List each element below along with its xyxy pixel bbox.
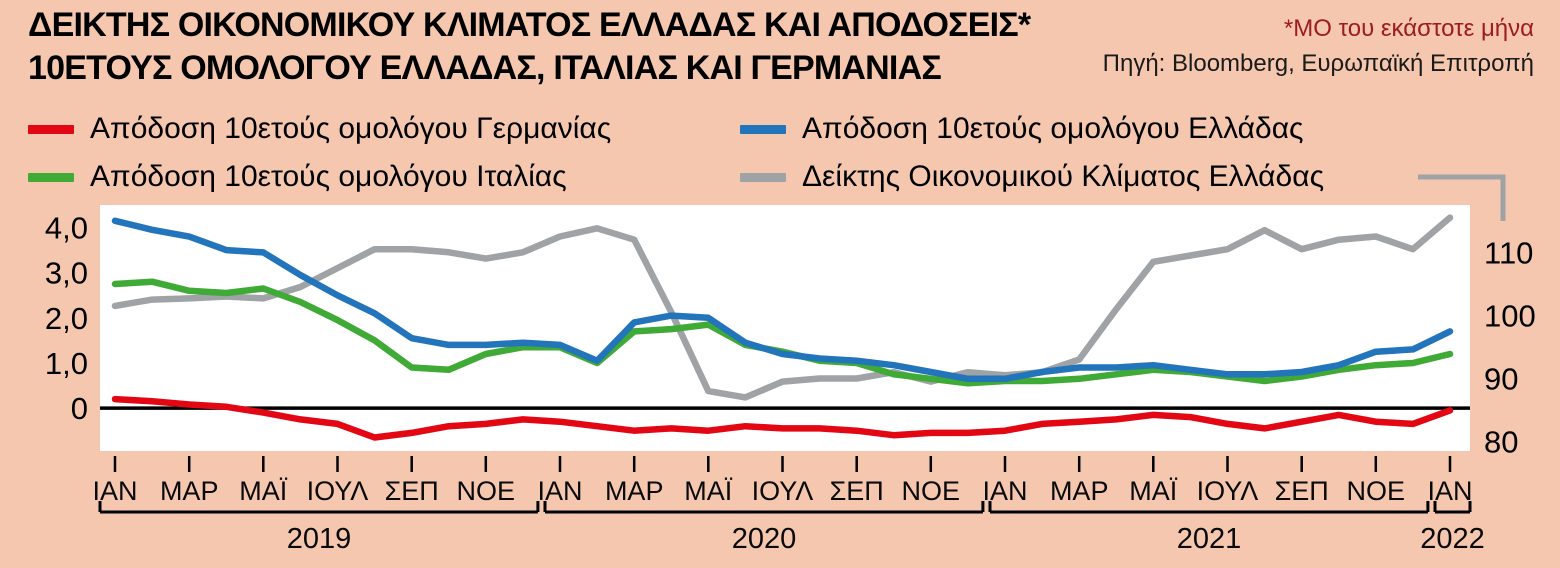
legend: Απόδοση 10ετούς ομολόγου Γερμανίας Απόδο… bbox=[28, 112, 1538, 204]
plot-area bbox=[100, 205, 1470, 451]
x-axis-month-label: ΣΕΠ bbox=[830, 476, 884, 506]
right-axis-tick-label: 110 bbox=[1484, 235, 1533, 270]
series-line-germany bbox=[111, 395, 1454, 441]
year-label: 2022 bbox=[1420, 523, 1485, 555]
left-axis-tick-label: 3,0 bbox=[45, 256, 88, 291]
legend-swatch-germany bbox=[28, 124, 74, 134]
legend-label-sentiment: Δείκτης Οικονομικού Κλίματος Ελλάδας bbox=[802, 160, 1325, 193]
x-axis-month-label: ΙΟΥΛ bbox=[307, 476, 369, 506]
series-line-greece bbox=[111, 217, 1454, 383]
x-axis-month-label: ΜΑΡ bbox=[160, 476, 219, 506]
x-axis-month-label: ΙΟΥΛ bbox=[752, 476, 814, 506]
notes-block: *ΜΟ του εκάστοτε μήνα Πηγή: Bloomberg, Ε… bbox=[1103, 12, 1534, 82]
left-axis-tick-label: 4,0 bbox=[45, 211, 88, 246]
legend-swatch-sentiment bbox=[740, 172, 786, 182]
x-axis-month-label: ΙΟΥΛ bbox=[1197, 476, 1259, 506]
legend-item-sentiment: Δείκτης Οικονομικού Κλίματος Ελλάδας bbox=[740, 160, 1324, 194]
x-axis-month-label: ΝΟΕ bbox=[902, 476, 961, 506]
year-label: 2020 bbox=[732, 523, 797, 555]
legend-item-italy: Απόδοση 10ετούς ομολόγου Ιταλίας bbox=[28, 160, 567, 194]
right-axis-tick-label: 100 bbox=[1484, 298, 1536, 333]
x-axis-month-label: ΜΑΡ bbox=[605, 476, 664, 506]
x-axis-month-label: ΜΑΪ bbox=[684, 476, 733, 506]
x-axis-month-label: ΝΟΕ bbox=[1347, 476, 1406, 506]
x-axis-month-label: ΣΕΠ bbox=[385, 476, 439, 506]
chart-title-line2: 10ΕΤΟΥΣ ΟΜΟΛΟΓΟΥ ΕΛΛΑΔΑΣ, ΙΤΑΛΙΑΣ ΚΑΙ ΓΕ… bbox=[28, 48, 942, 87]
x-axis-month-label: ΝΟΕ bbox=[457, 476, 516, 506]
x-axis-month-label: ΜΑΪ bbox=[1129, 476, 1178, 506]
legend-label-greece: Απόδοση 10ετούς ομολόγου Ελλάδας bbox=[802, 112, 1304, 145]
left-axis-tick-label: 1,0 bbox=[45, 346, 88, 381]
right-axis-tick-label: 90 bbox=[1484, 362, 1518, 397]
source-credit: Πηγή: Bloomberg, Ευρωπαϊκή Επιτροπή bbox=[1102, 49, 1534, 77]
legend-label-germany: Απόδοση 10ετούς ομολόγου Γερμανίας bbox=[90, 112, 612, 145]
year-label: 2019 bbox=[287, 523, 352, 555]
left-axis-tick-label: 0 bbox=[71, 391, 88, 426]
footnote: *ΜΟ του εκάστοτε μήνα bbox=[1283, 15, 1534, 42]
left-axis-tick-label: 2,0 bbox=[45, 301, 88, 336]
legend-item-greece: Απόδοση 10ετούς ομολόγου Ελλάδας bbox=[740, 112, 1304, 146]
chart-title: ΔΕΙΚΤΗΣ ΟΙΚΟΝΟΜΙΚΟΥ ΚΛΙΜΑΤΟΣ ΕΛΛΑΔΑΣ ΚΑΙ… bbox=[28, 4, 1031, 90]
legend-swatch-italy bbox=[28, 172, 74, 182]
legend-connector-line bbox=[1418, 174, 1506, 221]
x-axis-month-label: ΜΑΪ bbox=[239, 476, 288, 506]
legend-label-italy: Απόδοση 10ετούς ομολόγου Ιταλίας bbox=[90, 160, 567, 193]
chart-title-line1: ΔΕΙΚΤΗΣ ΟΙΚΟΝΟΜΙΚΟΥ ΚΛΙΜΑΤΟΣ ΕΛΛΑΔΑΣ ΚΑΙ… bbox=[28, 6, 1031, 44]
right-axis-tick-label: 80 bbox=[1484, 425, 1518, 460]
year-label: 2021 bbox=[1177, 523, 1242, 555]
x-axis-month-label: ΣΕΠ bbox=[1275, 476, 1329, 506]
series-line-sentiment bbox=[111, 214, 1454, 401]
x-axis-month-label: ΜΑΡ bbox=[1050, 476, 1109, 506]
legend-swatch-greece bbox=[740, 124, 786, 134]
legend-item-germany: Απόδοση 10ετούς ομολόγου Γερμανίας bbox=[28, 112, 611, 146]
